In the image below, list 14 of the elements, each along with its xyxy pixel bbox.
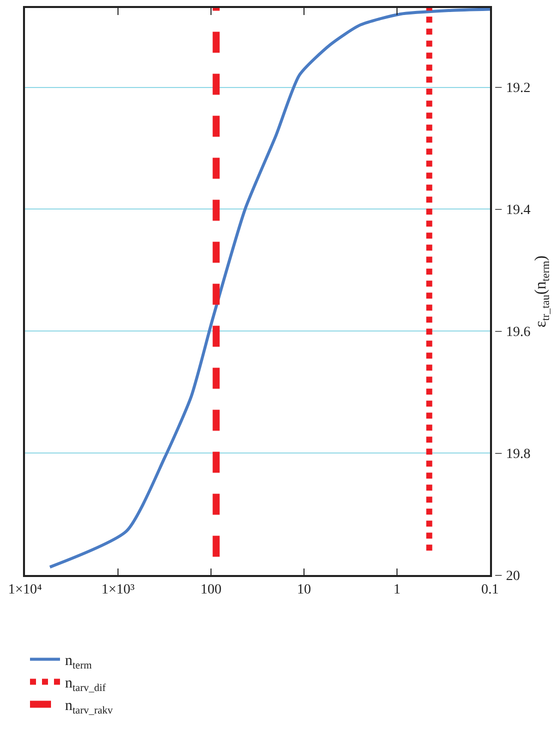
x-tick-label: 1 [394,582,400,598]
x-tick-label: 100 [200,582,222,598]
x-tick-label: 0.1 [481,582,499,598]
x-tick-label: 1×10⁴ [8,582,42,598]
x-tick-label: 10 [297,582,311,598]
y-tick-label: − 19.4 [494,203,530,218]
legend-label: n$_{tarv_dif}$ [65,676,106,694]
y-tick-label: − 19.8 [494,446,530,462]
y-tick-label: − 19.6 [494,325,530,340]
y-tick-label: − 19.2 [494,81,530,96]
legend-label: n$_{tarv_rakv}$ [65,698,114,716]
y-tick-label: − 20 [494,568,520,584]
x-tick-label: 1×10³ [101,582,135,598]
legend-label: n$_{term}$ [65,653,92,672]
